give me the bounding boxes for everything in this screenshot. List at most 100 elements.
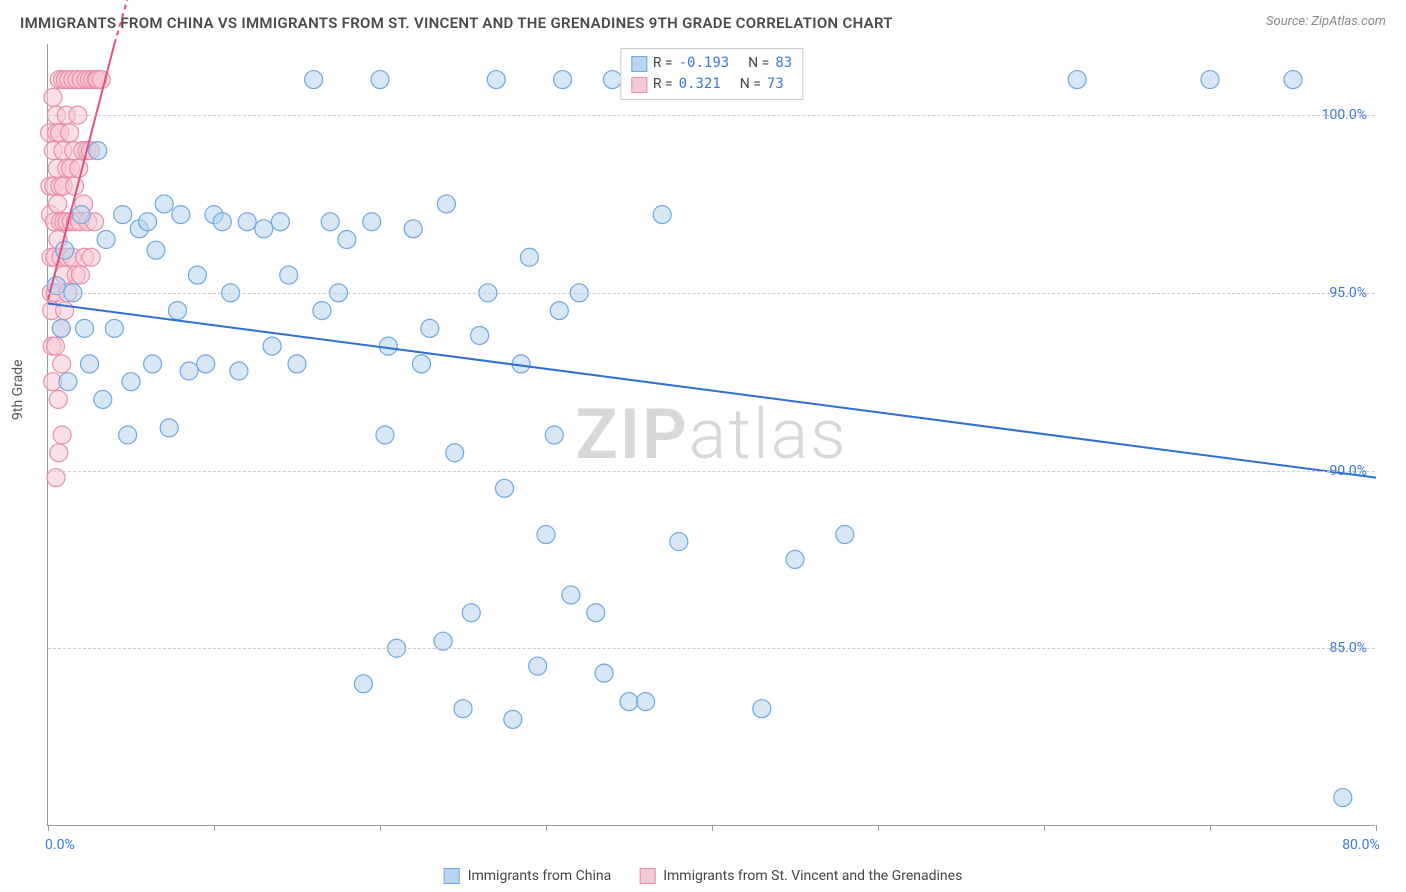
scatter-point [46, 337, 64, 355]
scatter-point [280, 266, 298, 284]
scatter-point [53, 355, 71, 373]
scatter-point [587, 604, 605, 622]
scatter-point [188, 266, 206, 284]
legend-item-series1: Immigrants from China [444, 868, 612, 884]
scatter-point [550, 302, 568, 320]
scatter-point [1068, 71, 1086, 89]
scatter-point [180, 362, 198, 380]
legend-item-series2: Immigrants from St. Vincent and the Gren… [639, 868, 962, 884]
chart-title: IMMIGRANTS FROM CHINA VS IMMIGRANTS FROM… [20, 14, 893, 32]
n-value-series1: 83 [775, 53, 792, 74]
legend-row-series2: R = 0.321 N = 73 [631, 74, 792, 95]
scatter-point [487, 71, 505, 89]
scatter-point [504, 710, 522, 728]
scatter-point [66, 177, 84, 195]
scatter-point [562, 586, 580, 604]
scatter-point [155, 195, 173, 213]
x-tick [380, 825, 381, 831]
y-axis-label: 9th Grade [10, 359, 26, 420]
x-tick [1210, 825, 1211, 831]
x-tick-label: 80.0% [1342, 837, 1380, 853]
legend-label-series1: Immigrants from China [468, 868, 612, 884]
x-tick [48, 825, 49, 831]
x-tick [1044, 825, 1045, 831]
scatter-point [520, 248, 538, 266]
scatter-point [263, 337, 281, 355]
scatter-point [53, 426, 71, 444]
x-tick [1376, 825, 1377, 831]
scatter-point [1284, 71, 1302, 89]
scatter-point [603, 71, 621, 89]
scatter-point [836, 526, 854, 544]
r-value-series1: -0.193 [679, 53, 730, 74]
chart-container: IMMIGRANTS FROM CHINA VS IMMIGRANTS FROM… [0, 0, 1406, 892]
scatter-point [230, 362, 248, 380]
y-tick-label: 95.0% [1329, 285, 1367, 301]
scatter-point [160, 419, 178, 437]
scatter-point [81, 355, 99, 373]
scatter-point [89, 142, 107, 160]
plot-area: ZIPatlas R = -0.193 N = 83 R = 0.321 N =… [47, 44, 1375, 826]
x-tick [546, 825, 547, 831]
scatter-point [168, 302, 186, 320]
source-attribution: Source: ZipAtlas.com [1266, 14, 1386, 29]
legend-label-series2: Immigrants from St. Vincent and the Gren… [663, 868, 962, 884]
scatter-point [172, 206, 190, 224]
scatter-point [537, 526, 555, 544]
scatter-point [72, 206, 90, 224]
scatter-point [238, 213, 256, 231]
x-tick [878, 825, 879, 831]
gridline-h [48, 648, 1375, 649]
scatter-point [376, 426, 394, 444]
scatter-point [144, 355, 162, 373]
scatter-point [620, 693, 638, 711]
n-value-series2: 73 [767, 74, 784, 95]
x-tick [214, 825, 215, 831]
scatter-point [753, 700, 771, 718]
scatter-point [471, 326, 489, 344]
scatter-point [595, 664, 613, 682]
scatter-point [637, 693, 655, 711]
scatter-point [82, 248, 100, 266]
scatter-point [105, 319, 123, 337]
scatter-point [313, 302, 331, 320]
legend-swatch-series2 [631, 77, 647, 93]
scatter-point [71, 266, 89, 284]
scatter-point [529, 657, 547, 675]
scatter-point [213, 213, 231, 231]
scatter-point [52, 319, 70, 337]
scatter-point [462, 604, 480, 622]
scatter-point [496, 479, 514, 497]
n-label: N = [740, 74, 761, 95]
scatter-point [255, 220, 273, 238]
x-tick [712, 825, 713, 831]
scatter-point [97, 231, 115, 249]
legend-swatch-series1 [444, 868, 460, 884]
scatter-point [786, 550, 804, 568]
y-tick-label: 100.0% [1322, 107, 1367, 123]
gridline-h [48, 115, 1375, 116]
scatter-point [421, 319, 439, 337]
scatter-point [1334, 789, 1352, 807]
scatter-point [139, 213, 157, 231]
legend-swatch-series1 [631, 56, 647, 72]
gridline-h [48, 293, 1375, 294]
scatter-point [354, 675, 372, 693]
scatter-point [197, 355, 215, 373]
scatter-point [49, 390, 67, 408]
r-label: R = [653, 53, 673, 74]
scatter-point [305, 71, 323, 89]
scatter-point [1201, 71, 1219, 89]
trend-line [48, 303, 1376, 477]
scatter-point [653, 206, 671, 224]
r-label: R = [653, 74, 673, 95]
scatter-point [670, 533, 688, 551]
scatter-point [379, 337, 397, 355]
scatter-point [338, 231, 356, 249]
scatter-point [44, 88, 62, 106]
y-tick-label: 90.0% [1329, 463, 1367, 479]
scatter-point [49, 195, 67, 213]
scatter-point [321, 213, 339, 231]
scatter-point [437, 195, 455, 213]
scatter-point [147, 241, 165, 259]
